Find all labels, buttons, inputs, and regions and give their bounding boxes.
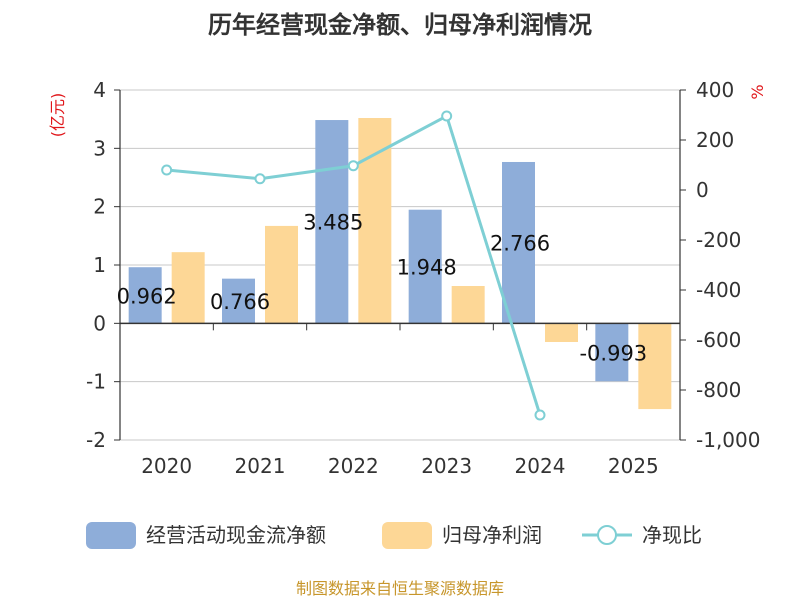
x-tick-label: 2025 [608, 454, 659, 478]
left-tick-label: 3 [93, 136, 106, 160]
net-profit-bar [265, 225, 298, 324]
right-tick-label: -1,000 [696, 428, 760, 452]
cash-flow-bar [315, 120, 349, 324]
legend-net-profit-swatch[interactable] [382, 522, 432, 549]
cash-flow-data-label: -0.993 [579, 341, 647, 365]
legend[interactable]: 经营活动现金流净额 归母净利润 净现比 [86, 522, 702, 549]
net-profit-bar [171, 252, 205, 324]
ratio-point [161, 164, 173, 176]
legend-cash-flow-label[interactable]: 经营活动现金流净额 [146, 523, 326, 547]
axes: 4 3 2 1 0 -1 -2 400 200 0 -200 -400 -600 -800 -1,000 20… [86, 78, 760, 478]
x-tick-label: 2022 [328, 454, 379, 478]
cash-flow-data-label: 2.766 [490, 232, 550, 256]
ratio-point [441, 110, 453, 122]
legend-ratio-swatch[interactable] [597, 525, 617, 545]
right-tick-label: -200 [696, 228, 741, 252]
right-tick-label: -800 [696, 378, 741, 402]
ratio-line [161, 110, 546, 421]
ratio-point [347, 160, 359, 172]
cash-flow-bar [128, 267, 162, 324]
ratio-point [534, 409, 546, 421]
cash-flow-data-label: 0.766 [210, 290, 270, 314]
cash-flow-bar [502, 161, 535, 324]
legend-cash-flow-swatch[interactable] [86, 522, 136, 549]
x-tick-label: 2023 [421, 454, 472, 478]
right-tick-label: 200 [696, 128, 734, 152]
net-profit-bar [451, 286, 485, 324]
net-profit-bar [638, 323, 672, 410]
net-profit-bar [545, 323, 578, 342]
x-tick-label: 2021 [235, 454, 286, 478]
x-tick-label: 2024 [515, 454, 566, 478]
ratio-point [254, 173, 266, 185]
bars [128, 118, 672, 410]
right-tick-label: -400 [696, 278, 741, 302]
legend-ratio-label[interactable]: 净现比 [642, 523, 702, 547]
right-tick-label: -600 [696, 328, 741, 352]
left-tick-label: -1 [86, 370, 106, 394]
source-note: 制图数据来自恒生聚源数据库 [296, 579, 504, 598]
left-tick-label: 1 [93, 253, 106, 277]
right-axis-unit: % [748, 84, 767, 99]
net-profit-bar [358, 118, 392, 324]
right-tick-label: 400 [696, 78, 734, 102]
cash-flow-data-label: 1.948 [397, 256, 457, 280]
right-tick-label: 0 [696, 178, 709, 202]
cash-flow-bar [222, 278, 255, 324]
cash-flow-data-label: 0.962 [117, 284, 177, 308]
x-tick-label: 2020 [141, 454, 192, 478]
cash-flow-bar [595, 323, 629, 382]
chart-title: 历年经营现金净额、归母净利润情况 [208, 11, 592, 39]
cash-flow-data-label: 3.485 [303, 211, 363, 235]
left-tick-label: 0 [93, 311, 106, 335]
left-tick-label: 2 [93, 195, 106, 219]
left-axis-unit: (亿元) [48, 93, 67, 138]
left-tick-label: -2 [86, 428, 106, 452]
cash-flow-bar [408, 209, 442, 324]
data-labels: 0.962 0.766 3.485 1.948 2.766 -0.993 [117, 211, 648, 366]
left-tick-label: 4 [93, 78, 106, 102]
legend-net-profit-label[interactable]: 归母净利润 [442, 523, 542, 547]
